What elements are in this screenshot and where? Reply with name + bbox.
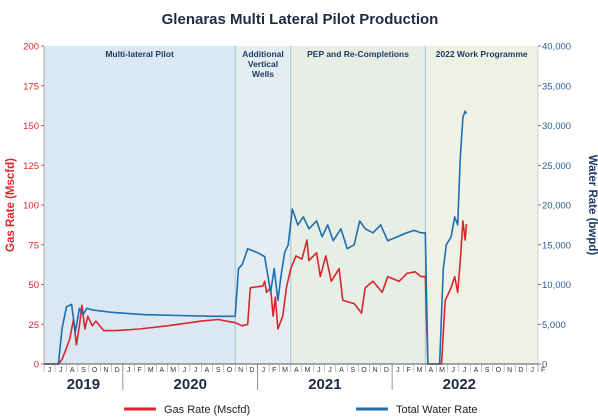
x-month-label: S	[350, 367, 355, 374]
x-month-label: J	[328, 367, 332, 374]
x-month-label: A	[339, 367, 344, 374]
y-axis-left-title: Gas Rate (Mscfd)	[5, 158, 17, 252]
phase-band	[44, 46, 236, 364]
phase-bands: Multi-lateral Pilot Additional Vertical Wel…	[43, 46, 539, 364]
x-month-label: S	[216, 367, 221, 374]
y-left-tick-label: 150	[23, 121, 39, 132]
phase-label-line: Multi-lateral Pilot	[105, 49, 174, 59]
x-month-label: S	[81, 367, 86, 374]
x-month-label: A	[160, 367, 165, 374]
phase-label: 2022 Work Programme	[436, 49, 528, 59]
x-month-label: O	[361, 367, 367, 374]
x-month-label: M	[439, 367, 445, 374]
x-month-label: O	[92, 367, 98, 374]
x-month-label: F	[541, 367, 545, 374]
x-month-label: J	[317, 367, 321, 374]
y-axis-right-title: Water Rate (bwpd)	[586, 155, 598, 256]
y-right-tick-label: 35,000	[542, 81, 571, 92]
x-month-label: A	[428, 367, 433, 374]
y-left-tick-label: 50	[28, 280, 39, 291]
y-right-tick-label: 25,000	[542, 161, 571, 172]
x-month-label: N	[373, 367, 378, 374]
legend-label: Total Water Rate	[396, 404, 478, 416]
phase-label: Additional Vertical Wells	[242, 49, 284, 79]
legend-label: Gas Rate (Mscfd)	[164, 404, 250, 416]
phase-label-line: Additional	[242, 49, 284, 59]
x-month-label: J	[463, 367, 467, 374]
y-right-tick-label: 40,000	[542, 42, 571, 53]
y-right-tick-label: 20,000	[542, 201, 571, 212]
x-month-label: A	[205, 367, 210, 374]
phase-band	[235, 46, 291, 364]
phase-label-line: Wells	[252, 69, 274, 79]
x-month-label: M	[305, 367, 311, 374]
x-month-label: J	[127, 367, 131, 374]
x-month-label: D	[384, 367, 389, 374]
phase-label: PEP and Re-Completions	[307, 49, 409, 59]
x-month-label: J	[531, 367, 535, 374]
y-left-tick-label: 175	[23, 81, 39, 92]
y-right-tick-label: 5,000	[542, 320, 566, 331]
x-year-label: 2020	[174, 376, 207, 393]
x-month-label: J	[183, 367, 187, 374]
x-month-label: J	[452, 367, 456, 374]
x-month-label: N	[507, 367, 512, 374]
x-year-label: 2021	[308, 376, 341, 393]
y-left-tick-label: 75	[28, 240, 39, 251]
y-left-tick-label: 125	[23, 161, 39, 172]
x-month-label: F	[272, 367, 276, 374]
x-month-label: F	[137, 367, 141, 374]
x-month-label: M	[417, 367, 423, 374]
x-month-label: J	[59, 367, 63, 374]
chart-title: Glenaras Multi Lateral Pilot Production	[162, 11, 439, 28]
x-month-label: D	[249, 367, 254, 374]
series-line	[44, 220, 468, 365]
x-month-label: N	[238, 367, 243, 374]
y-left-tick-label: 100	[23, 201, 39, 212]
y-right-tick-label: 0	[542, 360, 547, 371]
x-month-label: A	[70, 367, 75, 374]
y-right-tick-label: 15,000	[542, 240, 571, 251]
legend: Gas Rate (Mscfd) Total Water Rate	[124, 404, 478, 416]
x-month-label: N	[103, 367, 108, 374]
x-month-label: J	[396, 367, 400, 374]
phase-label-line: 2022 Work Programme	[436, 49, 528, 59]
y-left-tick-label: 200	[23, 42, 39, 53]
x-month-label: D	[518, 367, 523, 374]
y-axis-ticks: 0 25 50 75 100 125 150 175 200 0 5,000 10,000 15,000…	[23, 42, 571, 371]
x-month-label: O	[496, 367, 502, 374]
x-month-label: O	[227, 367, 233, 374]
phase-band	[290, 46, 426, 364]
y-right-tick-label: 10,000	[542, 280, 571, 291]
x-month-label: S	[485, 367, 490, 374]
x-month-label: M	[282, 367, 288, 374]
y-right-tick-label: 30,000	[542, 121, 571, 132]
phase-label: Multi-lateral Pilot	[105, 49, 174, 59]
phase-label-line: Vertical	[248, 59, 278, 69]
x-year-label: 2022	[443, 376, 476, 393]
x-month-label: A	[294, 367, 299, 374]
x-month-label: D	[115, 367, 120, 374]
x-month-label: M	[148, 367, 154, 374]
y-left-tick-label: 0	[34, 360, 39, 371]
phase-label-line: PEP and Re-Completions	[307, 49, 409, 59]
x-month-label: J	[262, 367, 266, 374]
x-month-label: F	[407, 367, 411, 374]
x-month-label: M	[170, 367, 176, 374]
x-month-label: A	[474, 367, 479, 374]
x-month-label: J	[48, 367, 52, 374]
x-month-label: J	[194, 367, 198, 374]
y-left-tick-label: 25	[28, 320, 39, 331]
x-year-label: 2019	[67, 376, 100, 393]
